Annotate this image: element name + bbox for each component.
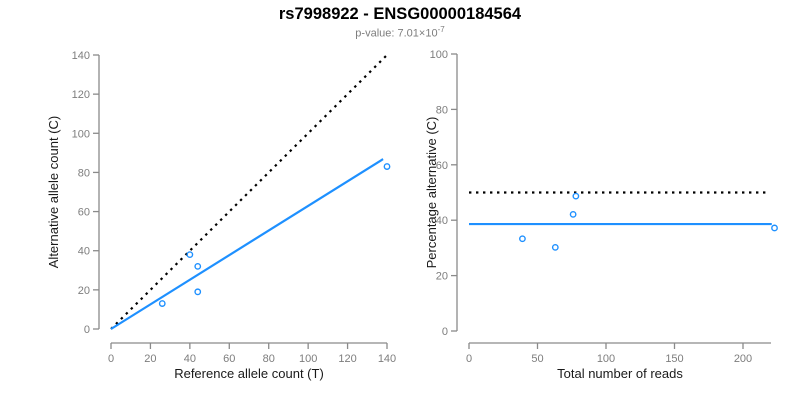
- plot-title: rs7998922 - ENSG00000184564: [278, 5, 522, 23]
- y-tick-label: 100: [72, 128, 90, 140]
- x-tick-label: 0: [466, 353, 472, 365]
- data-point: [569, 210, 577, 218]
- data-point: [194, 262, 202, 270]
- left-yaxis-title: Alternative allele count (C): [46, 115, 61, 269]
- left-xaxis-title: Reference allele count (T): [174, 366, 324, 381]
- data-point: [383, 163, 391, 170]
- x-tick-label: 200: [734, 353, 752, 365]
- data-point: [551, 243, 559, 251]
- right-yaxis-title: Percentage alternative (C): [424, 116, 439, 269]
- x-tick-label: 80: [263, 353, 275, 365]
- x-tick-label: 100: [597, 353, 615, 365]
- pvalue-exponent: -7: [437, 25, 445, 34]
- y-tick-label: 40: [436, 215, 448, 227]
- data-point: [572, 192, 580, 200]
- y-tick-label: 120: [72, 89, 90, 101]
- data-point: [771, 224, 778, 232]
- x-tick-label: 20: [144, 353, 156, 365]
- x-tick-label: 40: [184, 353, 196, 365]
- fitted-ratio-line: [110, 158, 384, 330]
- data-point: [194, 288, 202, 296]
- expected-50pct-line: [110, 54, 388, 330]
- x-tick-label: 60: [223, 353, 235, 365]
- y-tick-label: 20: [78, 285, 90, 297]
- y-tick-label: 20: [436, 271, 448, 283]
- x-tick-label: 140: [378, 353, 396, 365]
- data-point: [158, 300, 166, 307]
- pvalue-text: p-value: 7.01×10: [355, 27, 438, 40]
- x-tick-label: 50: [531, 353, 543, 365]
- y-tick-label: 60: [78, 207, 90, 219]
- plot-subtitle: p-value: 7.01×10-7: [0, 25, 800, 40]
- y-tick-label: 80: [78, 167, 90, 179]
- y-tick-label: 140: [72, 50, 90, 62]
- data-point: [519, 235, 526, 243]
- right-xaxis-title: Total number of reads: [557, 366, 683, 381]
- x-tick-label: 120: [338, 353, 356, 365]
- y-tick-label: 0: [442, 326, 448, 338]
- x-tick-label: 0: [108, 353, 114, 365]
- y-tick-label: 40: [78, 246, 90, 258]
- y-tick-label: 100: [430, 49, 448, 61]
- data-point: [186, 251, 194, 259]
- y-tick-label: 0: [84, 324, 90, 336]
- x-tick-label: 100: [299, 353, 317, 365]
- y-tick-label: 80: [436, 104, 448, 116]
- x-tick-label: 150: [665, 353, 683, 365]
- y-tick-label: 60: [436, 160, 448, 172]
